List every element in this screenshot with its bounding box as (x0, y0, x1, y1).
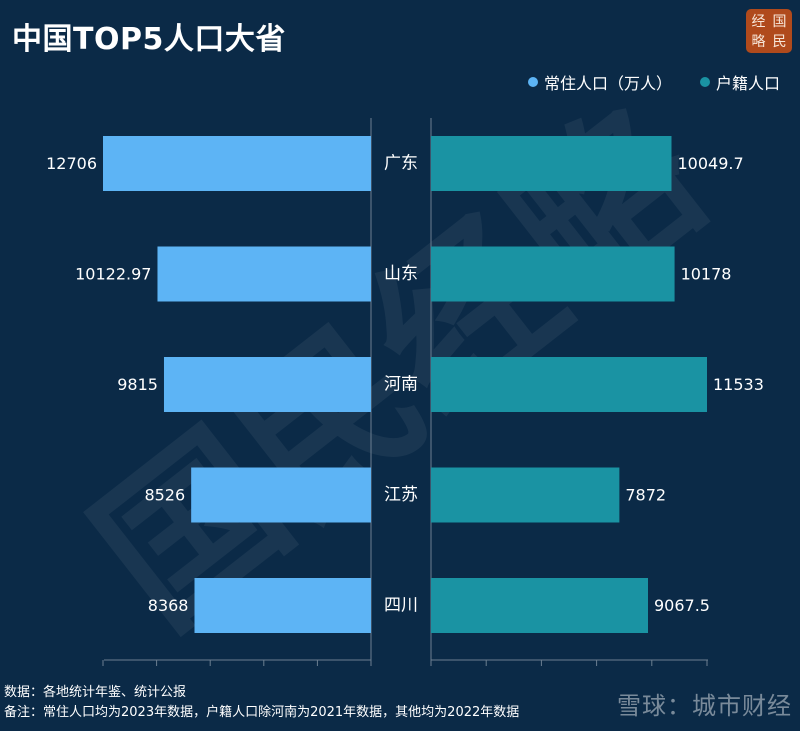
bar-registered (431, 136, 672, 191)
category-label: 江苏 (384, 485, 418, 505)
value-label-resident: 8368 (148, 596, 189, 615)
legend-dot-resident (527, 77, 538, 87)
value-label-resident: 9815 (117, 375, 158, 394)
legend-label-registered: 户籍人口 (715, 74, 780, 93)
bar-resident (194, 578, 371, 633)
legend: 常住人口（万人） 户籍人口 (527, 70, 780, 94)
logo-char: 民 (772, 34, 787, 50)
value-label-registered: 11533 (713, 375, 764, 394)
bar-resident (157, 246, 371, 302)
source-watermark: 雪球：城市财经 (617, 692, 792, 720)
category-label: 山东 (384, 264, 418, 284)
bar-registered (431, 578, 648, 633)
value-label-resident: 8526 (144, 486, 185, 505)
footer-notes: 数据：各地统计年鉴、统计公报 备注：常住人口均为2023年数据，户籍人口除河南为… (4, 683, 519, 723)
category-label: 四川 (384, 596, 418, 616)
legend-item-resident: 常住人口（万人） (527, 70, 672, 94)
legend-item-registered: 户籍人口 (699, 70, 780, 94)
value-label-registered: 10049.7 (678, 154, 744, 173)
bar-resident (103, 136, 371, 191)
category-label: 广东 (384, 154, 418, 174)
chart-title: 中国TOP5人口大省 (12, 22, 286, 57)
legend-dot-registered (699, 77, 710, 87)
value-label-registered: 7872 (625, 486, 666, 505)
logo-char: 经 (751, 14, 766, 30)
value-label-registered: 9067.5 (654, 596, 710, 615)
category-label: 河南 (384, 375, 418, 395)
value-label-registered: 10178 (681, 265, 732, 284)
bar-registered (431, 357, 707, 412)
brand-logo: 经 国 略 民 (746, 9, 792, 53)
value-label-resident: 10122.97 (75, 265, 151, 284)
footer-remark: 备注：常住人口均为2023年数据，户籍人口除河南为2021年数据，其他均为202… (4, 705, 520, 720)
bar-registered (431, 246, 675, 302)
logo-char: 略 (751, 34, 766, 50)
logo-char: 国 (772, 14, 787, 30)
value-label-resident: 12706 (46, 154, 97, 173)
bar-registered (431, 467, 620, 523)
bar-resident (163, 357, 371, 412)
legend-label-resident: 常住人口（万人） (543, 74, 672, 93)
footer-source: 数据：各地统计年鉴、统计公报 (4, 685, 187, 700)
bar-resident (191, 467, 371, 523)
